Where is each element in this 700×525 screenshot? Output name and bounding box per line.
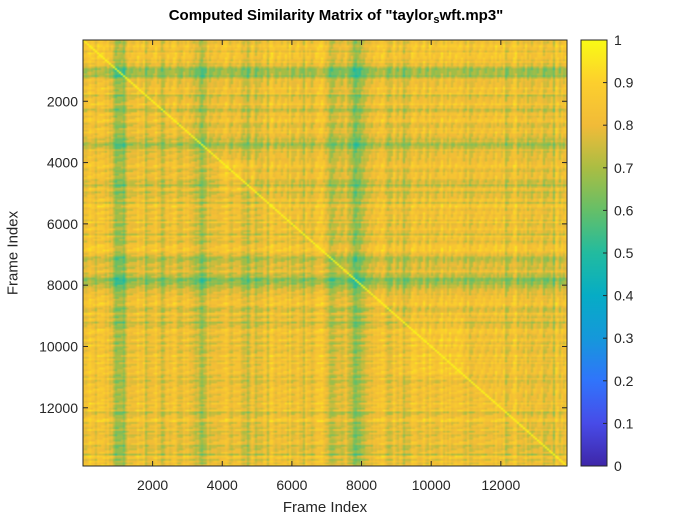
y-axis-label: Frame Index — [4, 210, 22, 296]
colorbar-tick-label: 0.5 — [614, 245, 634, 261]
x-tick-label: 8000 — [346, 477, 377, 493]
x-tick-label: 4000 — [207, 477, 238, 493]
colorbar-tick-label: 0.3 — [614, 330, 634, 346]
colorbar-tick-label: 1 — [614, 32, 622, 48]
heatmap-plot-area — [82, 39, 568, 467]
similarity-heatmap — [83, 40, 567, 466]
plot-axes-box — [82, 39, 568, 467]
x-tick-label: 2000 — [137, 477, 168, 493]
colorbar-tick-label: 0.1 — [614, 415, 634, 431]
x-axis-label: Frame Index — [282, 499, 368, 516]
colorbar-tick-label: 0.7 — [614, 160, 634, 176]
x-tick-label: 6000 — [276, 477, 307, 493]
chart-title-end: wft.mp3" — [439, 7, 504, 24]
x-tick-label: 12000 — [481, 477, 520, 493]
y-tick-label: 6000 — [47, 216, 78, 232]
colorbar-tick-label: 0.2 — [614, 373, 634, 389]
x-tick-label: 10000 — [412, 477, 451, 493]
y-tick-label: 4000 — [47, 155, 78, 171]
colorbar-ticks: 0 0.1 0.2 0.3 0.4 0.5 0.6 0.7 0.8 0.9 1 — [603, 32, 634, 474]
chart-title-main: Computed Similarity Matrix of "taylor — [168, 7, 434, 24]
y-tick-label: 8000 — [47, 277, 78, 293]
colorbar-gradient — [580, 39, 608, 467]
colorbar-tick-label: 0.6 — [614, 202, 634, 218]
y-tick-label: 10000 — [39, 338, 78, 354]
chart-title: Computed Similarity Matrix of "taylorswf… — [0, 7, 672, 26]
colorbar-tick-label: 0.4 — [614, 288, 634, 304]
colorbar-tick-label: 0.9 — [614, 75, 634, 91]
colorbar-tick-label: 0 — [614, 458, 622, 474]
y-tick-label: 2000 — [47, 93, 78, 109]
x-axis: 2000 4000 6000 8000 10000 12000 — [137, 40, 521, 493]
colorbar-tick-label: 0.8 — [614, 117, 634, 133]
y-axis: 2000 4000 6000 8000 10000 12000 — [39, 93, 567, 416]
colorbar: 0 0.1 0.2 0.3 0.4 0.5 0.6 0.7 0.8 0.9 1 — [580, 32, 634, 474]
y-tick-label: 12000 — [39, 400, 78, 416]
chart-title-subscript: s — [433, 14, 440, 26]
